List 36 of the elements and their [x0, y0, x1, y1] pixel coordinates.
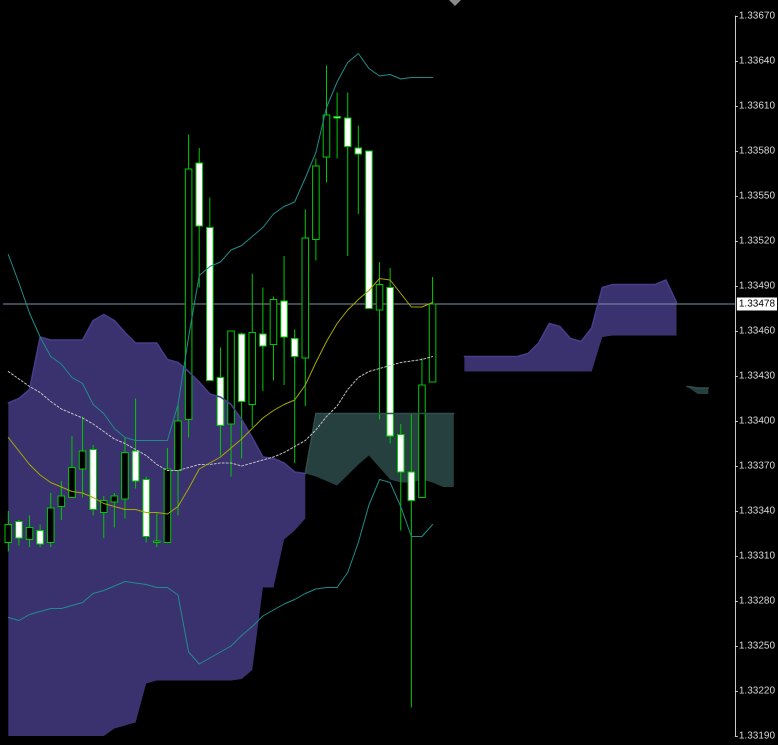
candlestick: [290, 329, 298, 464]
y-tick-label: 1.33670: [738, 10, 776, 22]
y-tick-label: 1.33550: [738, 190, 776, 202]
candlestick: [26, 515, 34, 548]
y-tick-label: 1.33400: [738, 416, 776, 426]
candlestick: [153, 512, 161, 548]
y-tick-label: 1.33430: [738, 370, 776, 382]
y-tick-label: 1.33310: [738, 550, 776, 562]
y-tick-label: 1.33190: [738, 730, 776, 742]
y-tick-label: 1.33250: [738, 640, 776, 652]
y-tick-label: 1.33490: [738, 280, 776, 292]
line-series: [8, 356, 434, 471]
candlestick: [78, 416, 86, 498]
candlestick: [36, 524, 44, 548]
y-tick-label: 1.33220: [738, 686, 776, 696]
candlestick: [408, 413, 416, 708]
y-tick-label: 1.33520: [738, 236, 776, 246]
ref-line-label: 1.33478: [738, 298, 776, 310]
y-tick-label: 1.33640: [738, 56, 776, 66]
candlestick: [354, 125, 362, 214]
line-series: [8, 53, 434, 441]
line-series: [8, 278, 434, 514]
candlestick: [58, 480, 66, 520]
y-tick-label: 1.33280: [738, 596, 776, 606]
y-tick-label: 1.33610: [738, 100, 776, 112]
y-tick-label: 1.33370: [738, 460, 776, 472]
y-tick-label: 1.33580: [738, 146, 776, 156]
candlestick: [110, 492, 118, 528]
y-tick-label: 1.33340: [738, 506, 776, 516]
candlestick: [15, 520, 23, 546]
candlestick: [4, 510, 12, 552]
y-tick-label: 1.33460: [738, 326, 776, 336]
candlestick: [333, 92, 341, 159]
line-series: [8, 479, 434, 664]
candlestick: [100, 496, 108, 538]
candlestick: [259, 287, 267, 392]
